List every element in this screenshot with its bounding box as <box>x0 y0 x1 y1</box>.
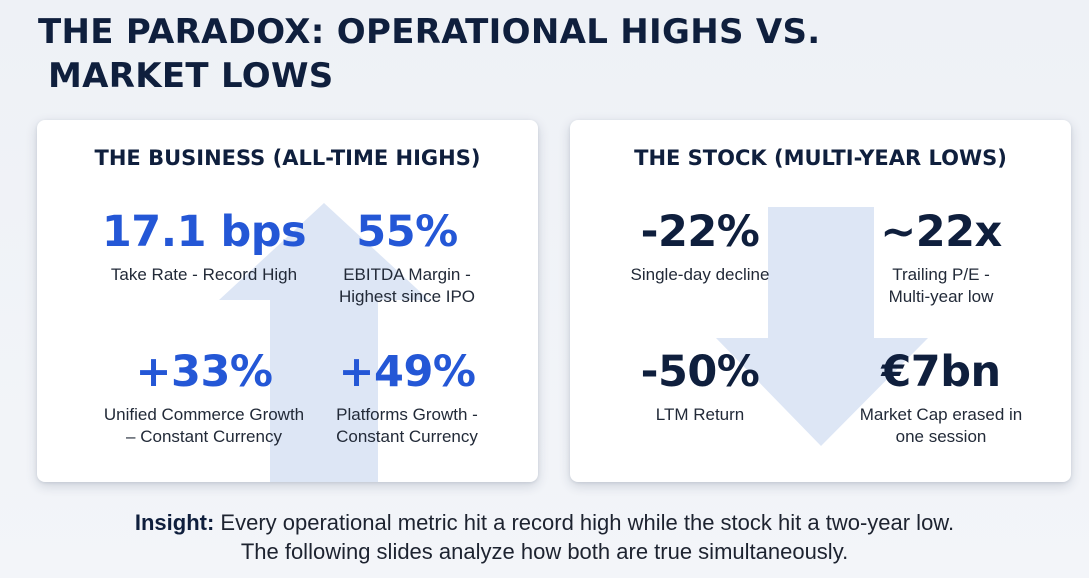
metric-value: 55% <box>356 207 458 257</box>
insight-line-1-body: Every operational metric hit a record hi… <box>214 510 955 535</box>
business-panel-title: THE BUSINESS (ALL-TIME HIGHS) <box>94 146 481 170</box>
metric-value: 17.1 bps <box>101 207 307 257</box>
metric-label: LTM Return <box>655 405 745 424</box>
metric-label: Market Cap erased in one session <box>821 404 1061 448</box>
metric-label: Trailing P/E - Multi-year low <box>821 264 1061 308</box>
metric-label-line-2: – Constant Currency <box>126 427 282 446</box>
metric-label-line-1: EBITDA Margin - <box>343 265 471 284</box>
insight-line-1: Insight: Every operational metric hit a … <box>135 510 954 535</box>
metric-label-line-2: one session <box>895 427 987 446</box>
page-title-line-2: MARKET LOWS <box>48 56 334 96</box>
metric-label-line-1: Market Cap erased in <box>859 405 1023 424</box>
up-arrow-icon <box>219 203 429 482</box>
metric-value: +33% <box>135 347 273 397</box>
metric-ltm-return: -50% LTM Return <box>580 346 820 426</box>
stock-panel: THE STOCK (MULTI-YEAR LOWS) -22% Single-… <box>570 120 1071 482</box>
metric-label: Take Rate - Record High <box>110 265 298 284</box>
metric-label-line-1: Platforms Growth - <box>336 405 478 424</box>
metric-label: Unified Commerce Growth – Constant Curre… <box>84 404 324 448</box>
metric-label-line-2: Multi-year low <box>888 287 994 306</box>
metric-label-line-1: Unified Commerce Growth <box>103 405 305 424</box>
insight-lead: Insight: <box>134 510 215 535</box>
metric-value: +49% <box>338 347 476 397</box>
metric-value: -50% <box>640 347 760 397</box>
metric-trailing-pe: ~22x Trailing P/E - Multi-year low <box>821 206 1061 308</box>
metric-value: ~22x <box>880 207 1002 257</box>
insight-line-2: The following slides analyze how both ar… <box>240 539 849 564</box>
down-arrow-icon <box>716 207 928 446</box>
metric-label: EBITDA Margin - Highest since IPO <box>287 264 527 308</box>
metric-platforms-growth: +49% Platforms Growth - Constant Currenc… <box>287 346 527 448</box>
metric-label-line-2: Highest since IPO <box>338 287 476 306</box>
metric-label: Platforms Growth - Constant Currency <box>287 404 527 448</box>
stock-panel-title: THE STOCK (MULTI-YEAR LOWS) <box>634 146 1007 170</box>
page-title-line-1: THE PARADOX: OPERATIONAL HIGHS VS. <box>38 12 821 52</box>
insight-text: Insight: Every operational metric hit a … <box>0 508 1089 566</box>
metric-value: -22% <box>640 207 760 257</box>
metric-label: Single-day decline <box>630 265 770 284</box>
metric-value: €7bn <box>881 347 1001 397</box>
page-title: THE PARADOX: OPERATIONAL HIGHS VS. MARKE… <box>38 10 821 98</box>
metric-unified-commerce-growth: +33% Unified Commerce Growth – Constant … <box>84 346 324 448</box>
metric-market-cap-erased: €7bn Market Cap erased in one session <box>821 346 1061 448</box>
business-panel: THE BUSINESS (ALL-TIME HIGHS) 17.1 bps T… <box>37 120 538 482</box>
metric-label-line-1: Trailing P/E - <box>892 265 990 284</box>
metric-take-rate: 17.1 bps Take Rate - Record High <box>84 206 324 286</box>
metric-label-line-2: Constant Currency <box>336 427 478 446</box>
metric-ebitda-margin: 55% EBITDA Margin - Highest since IPO <box>287 206 527 308</box>
metric-single-day-decline: -22% Single-day decline <box>580 206 820 286</box>
